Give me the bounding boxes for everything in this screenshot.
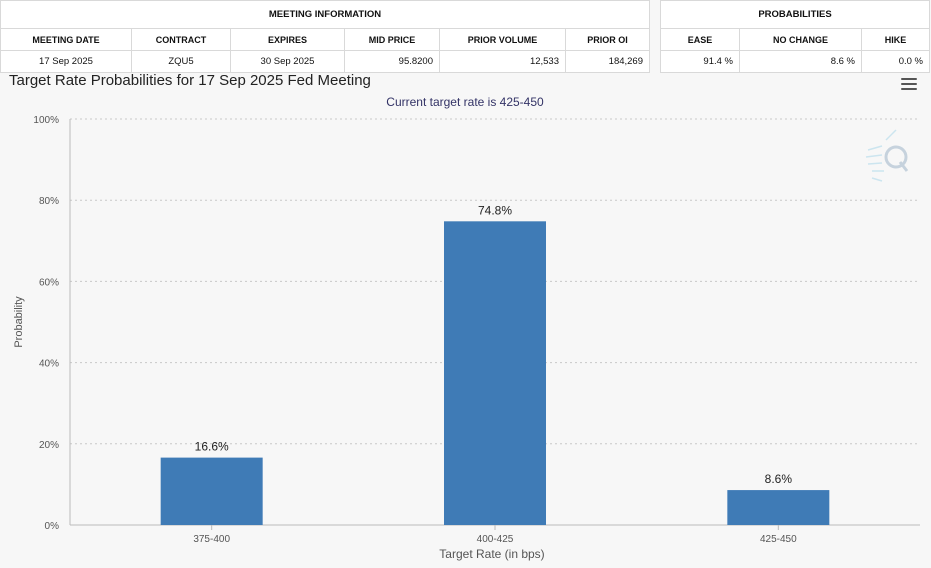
probabilities-title: PROBABILITIES [660,0,930,29]
ease-value: 91.4 % [660,50,740,73]
data-label: 16.6% [195,440,229,454]
mid-price-value: 95.8200 [344,50,440,73]
prior-oi-value: 184,269 [565,50,650,73]
hamburger-menu-icon[interactable] [901,78,917,91]
bar-400-425[interactable] [444,221,546,525]
x-tick-label: 425-450 [760,534,797,545]
x-tick-label: 400-425 [477,534,514,545]
x-tick-label: 375-400 [193,534,230,545]
bar-425-450[interactable] [727,490,830,525]
data-label: 74.8% [478,203,512,217]
meeting-information-title: MEETING INFORMATION [0,0,650,29]
prior-volume-value: 12,533 [439,50,566,73]
data-label: 8.6% [765,472,793,486]
meeting-information-table: MEETING INFORMATION MEETING DATE CONTRAC… [0,0,650,73]
q-logo-icon [865,129,909,182]
y-tick-label: 40% [39,359,59,370]
y-tick-label: 80% [39,196,59,207]
x-axis-label: Target Rate (in bps) [439,547,544,561]
y-tick-label: 100% [33,115,59,126]
contract-value: ZQU5 [131,50,231,73]
y-tick-label: 20% [39,440,59,451]
chart-title: Target Rate Probabilities for 17 Sep 202… [9,72,371,89]
bar-375-400[interactable] [160,457,263,525]
y-axis-label: Probability [13,296,25,348]
table-row: 17 Sep 2025 ZQU5 30 Sep 2025 95.8200 12,… [0,50,650,73]
chart-subtitle: Current target rate is 425-450 [386,95,544,109]
y-tick-label: 0% [45,521,60,532]
hike-value: 0.0 % [861,50,930,73]
probabilities-table: PROBABILITIES EASE NO CHANGE HIKE 91.4 %… [660,0,930,73]
table-row: 91.4 % 8.6 % 0.0 % [660,50,930,73]
meeting-date-value: 17 Sep 2025 [0,50,132,73]
y-tick-label: 60% [39,277,59,288]
